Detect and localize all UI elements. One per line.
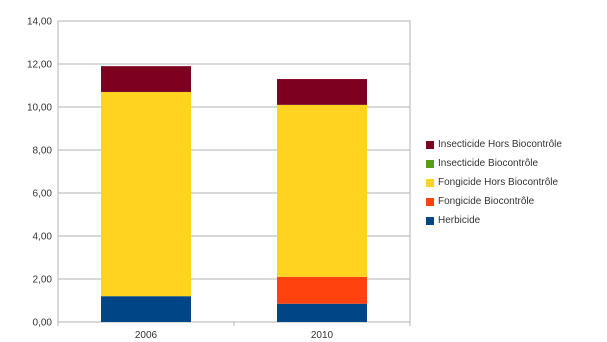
y-tick-label: 0,00 <box>33 318 53 329</box>
legend-label: Insecticide Hors Biocontrôle <box>438 139 562 150</box>
bar-segment <box>277 104 367 277</box>
y-axis-ticks: 0,00 2,00 4,00 6,00 8,00 10,00 12,00 14,00 <box>27 17 52 329</box>
x-tick-label: 2010 <box>311 330 334 341</box>
legend-swatch <box>426 197 434 206</box>
legend-label: Fongicide Biocontrôle <box>438 196 535 207</box>
bar-segment <box>101 296 191 322</box>
y-tick-label: 2,00 <box>33 275 53 286</box>
y-tick-label: 10,00 <box>27 103 52 114</box>
y-tick-label: 4,00 <box>33 232 53 243</box>
bar-segment <box>277 303 367 322</box>
legend-swatch <box>426 178 434 187</box>
x-tick-label: 2006 <box>135 330 158 341</box>
bar-segment <box>101 66 191 92</box>
legend-label: Insecticide Biocontrôle <box>438 158 539 169</box>
bar-segment <box>277 276 367 304</box>
y-tick-label: 8,00 <box>33 146 53 157</box>
y-tick-label: 14,00 <box>27 17 52 28</box>
legend-swatch <box>426 159 434 168</box>
bar-segment <box>277 79 367 105</box>
x-axis-ticks: 2006 2010 <box>135 330 334 341</box>
legend: Insecticide Hors Biocontrôle Insecticide … <box>426 135 562 230</box>
legend-item: Fongicide Biocontrôle <box>426 192 562 211</box>
legend-label: Fongicide Hors Biocontrôle <box>438 177 559 188</box>
legend-swatch <box>426 216 434 225</box>
legend-label: Herbicide <box>438 215 481 226</box>
legend-swatch <box>426 140 434 149</box>
y-tick-label: 6,00 <box>33 189 53 200</box>
bars <box>101 66 367 322</box>
legend-item: Fongicide Hors Biocontrôle <box>426 173 562 192</box>
bar-segment <box>101 91 191 297</box>
legend-item: Herbicide <box>426 211 562 230</box>
y-tick-label: 12,00 <box>27 60 52 71</box>
legend-item: Insecticide Biocontrôle <box>426 154 562 173</box>
legend-item: Insecticide Hors Biocontrôle <box>426 135 562 154</box>
